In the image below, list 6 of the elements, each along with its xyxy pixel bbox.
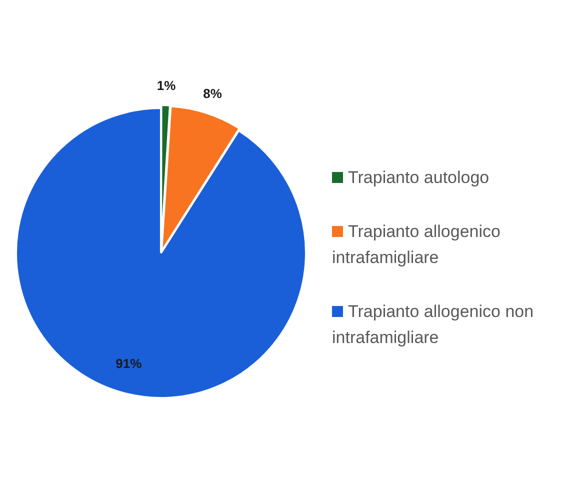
legend-label: Trapianto autologo bbox=[347, 167, 490, 189]
data-label: 91% bbox=[116, 356, 142, 371]
legend-label: Trapianto allogenico non intrafamigliare bbox=[332, 301, 535, 349]
legend-label: Trapianto allogenico intrafamigliare bbox=[332, 221, 502, 269]
data-label: 8% bbox=[203, 86, 222, 101]
data-label: 1% bbox=[156, 78, 176, 93]
